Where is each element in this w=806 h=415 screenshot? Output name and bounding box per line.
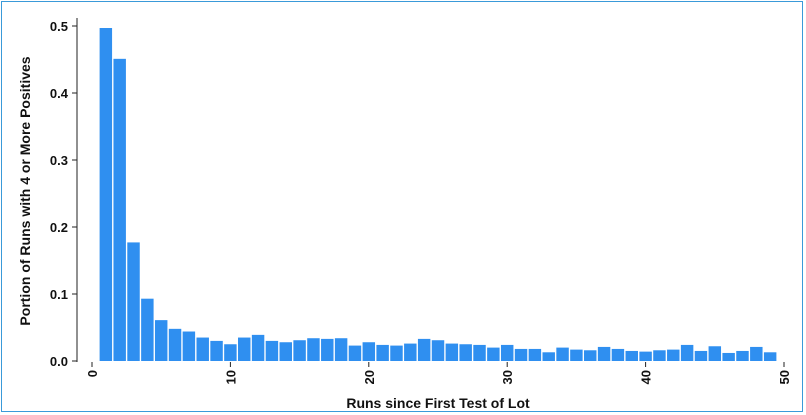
- bar: [584, 350, 597, 361]
- bar: [307, 338, 320, 361]
- bar: [196, 337, 209, 361]
- bar: [625, 350, 638, 361]
- x-tick-label: 40: [639, 370, 654, 384]
- bar: [708, 346, 722, 361]
- x-ticks-group: 0 10 20 30 40 50: [85, 362, 792, 384]
- bar: [224, 344, 237, 361]
- x-axis-label: Runs since First Test of Lot: [346, 395, 530, 411]
- bar: [459, 344, 472, 361]
- y-tick-label: 0.2: [50, 220, 68, 235]
- bar: [141, 298, 154, 361]
- bar: [362, 342, 376, 361]
- bar: [736, 350, 749, 361]
- bar: [251, 334, 265, 361]
- bar: [127, 242, 140, 361]
- y-tick-label: 0.5: [50, 19, 68, 34]
- bar: [404, 343, 417, 361]
- bar: [390, 345, 403, 361]
- bar: [763, 352, 777, 361]
- bar: [348, 345, 362, 361]
- bar: [653, 350, 666, 361]
- bar: [611, 348, 625, 361]
- bar: [182, 331, 196, 361]
- y-tick-label: 0.4: [50, 86, 69, 101]
- bar: [99, 28, 113, 361]
- y-tick-label: 0.0: [50, 354, 68, 369]
- y-tick-label: 0.3: [50, 153, 68, 168]
- bars-group: [99, 28, 777, 361]
- bar: [570, 349, 583, 361]
- bar: [293, 340, 306, 361]
- bar: [680, 344, 694, 361]
- bar: [750, 346, 763, 361]
- bar: [376, 344, 389, 361]
- bar: [473, 344, 486, 361]
- x-tick-label: 50: [777, 370, 792, 384]
- bar: [431, 340, 445, 361]
- x-tick-label: 30: [500, 370, 515, 384]
- bar: [321, 338, 334, 361]
- x-tick-label: 20: [362, 370, 377, 384]
- bar: [542, 352, 555, 361]
- bar: [154, 320, 168, 361]
- x-tick-label: 10: [223, 370, 238, 384]
- bar: [168, 328, 182, 361]
- bar: [334, 338, 348, 361]
- bar: [667, 349, 680, 361]
- bar: [279, 342, 292, 361]
- bar: [113, 58, 126, 361]
- bar: [639, 351, 652, 361]
- x-tick-label: 0: [85, 370, 100, 377]
- bar: [694, 350, 708, 361]
- bar: [556, 347, 569, 361]
- bar: [528, 348, 542, 361]
- bar: [487, 347, 500, 361]
- bar: [238, 337, 251, 361]
- bar: [417, 338, 431, 361]
- bar: [445, 343, 459, 361]
- y-tick-label: 0.1: [50, 287, 68, 302]
- y-ticks-group: 0.0 0.1 0.2 0.3 0.4 0.5: [50, 19, 77, 369]
- y-axis-label: Portion of Runs with 4 or More Positives: [17, 56, 33, 325]
- bar: [597, 346, 611, 361]
- bar: [722, 352, 735, 361]
- bar: [514, 348, 528, 361]
- bar: [500, 344, 514, 361]
- bar: [265, 340, 279, 361]
- bar: [210, 340, 223, 361]
